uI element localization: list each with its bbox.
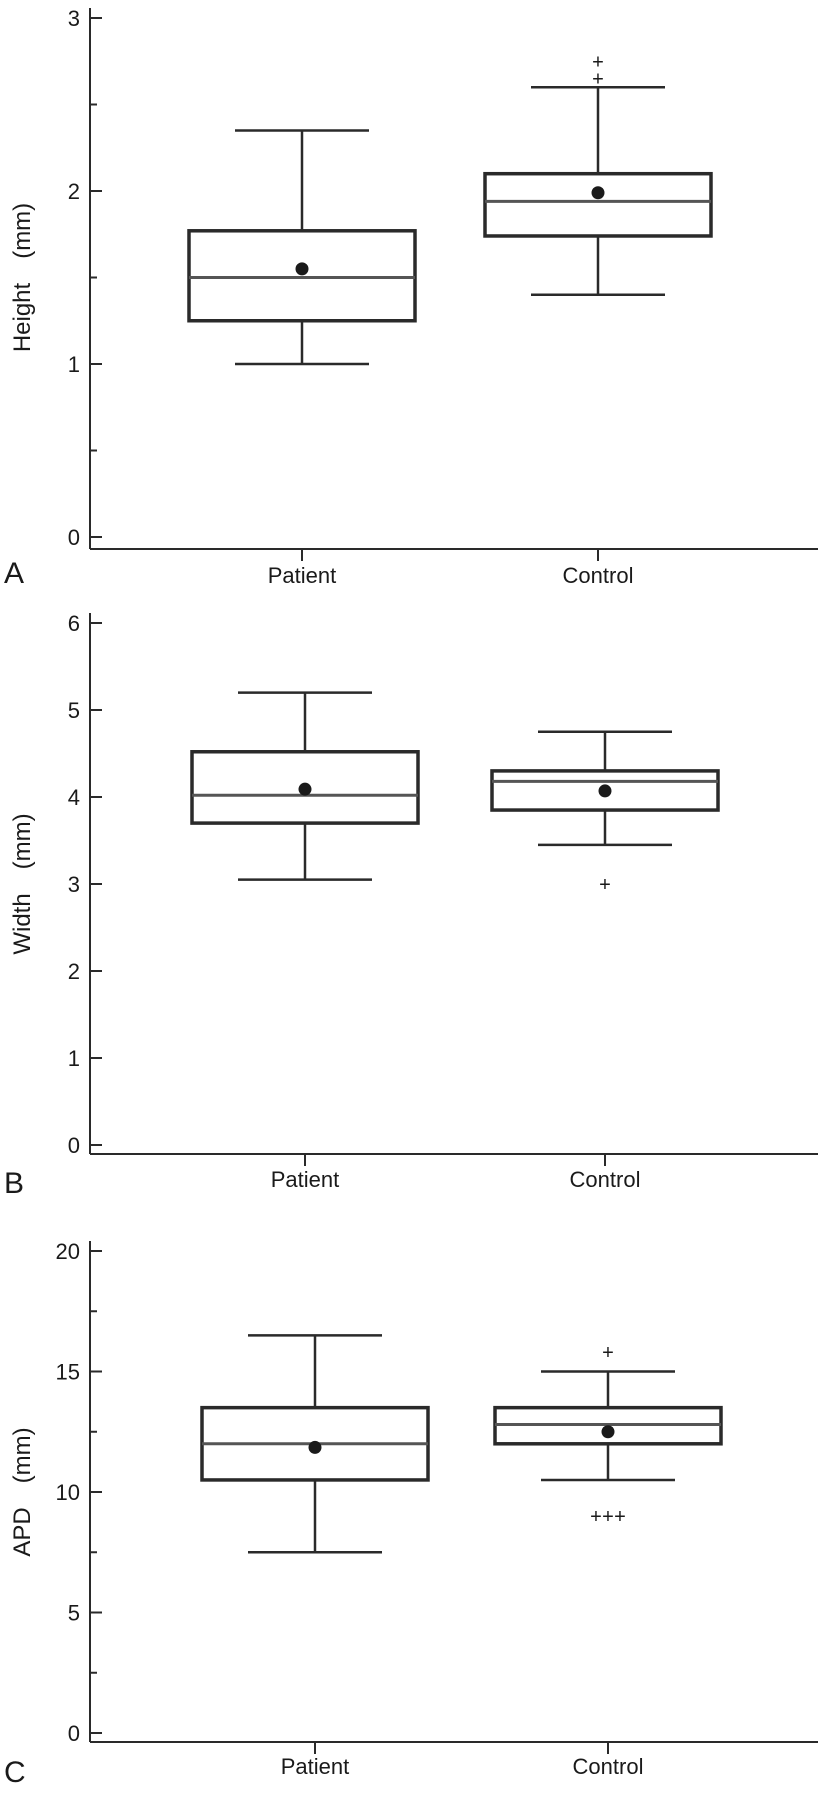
y-tick-label: 2: [68, 179, 80, 204]
panel-B: 0 1 2 3 4 5 6 Width (mm) B Patient Control +: [4, 611, 818, 1200]
y-tick-label: 20: [56, 1239, 80, 1264]
outlier-marker: +: [599, 874, 611, 896]
y-tick-label: 5: [68, 698, 80, 723]
box-control: Control ++: [483, 51, 713, 588]
x-category-label: Patient: [271, 1167, 340, 1192]
y-axis-label-unit: (mm): [9, 1427, 36, 1483]
y-tick-label: 3: [68, 872, 80, 897]
outlier-marker: +: [602, 1506, 614, 1528]
mean-marker: [295, 262, 309, 276]
panel-letter: B: [4, 1167, 24, 1200]
y-tick-label: 0: [68, 1133, 80, 1158]
y-tick-label: 15: [56, 1360, 80, 1385]
y-axis-label: APD (mm): [9, 1427, 36, 1556]
y-tick-label: 6: [68, 611, 80, 636]
y-tick-label: 1: [68, 1046, 80, 1071]
y-tick-label: 4: [68, 785, 80, 810]
x-category-label: Patient: [281, 1754, 350, 1779]
y-axis-label-name: Height: [9, 282, 36, 352]
y-tick-label: 0: [68, 1721, 80, 1746]
y-axis-label-name: APD: [9, 1507, 36, 1556]
panel-letter: A: [4, 557, 24, 590]
y-axis-label-unit: (mm): [9, 203, 36, 259]
panel-A: 0 1 2 3 Height (mm) A Patient Control ++: [4, 6, 818, 590]
iqr-box: [483, 171, 713, 238]
y-tick-label: 0: [68, 525, 80, 550]
y-tick-label: 1: [68, 352, 80, 377]
outlier-marker: +: [614, 1506, 626, 1528]
y-axis-label: Height (mm): [9, 203, 36, 352]
box-control: Control+ + ++: [493, 1342, 723, 1779]
outlier-marker: +: [590, 1506, 602, 1528]
mean-marker: [598, 784, 612, 798]
y-axis-label: Width (mm): [9, 813, 36, 954]
y-tick-label: 5: [68, 1601, 80, 1626]
mean-marker: [298, 782, 312, 796]
y-tick-label: 2: [68, 959, 80, 984]
y-axis-label-name: Width: [9, 893, 36, 954]
box-patient: Patient: [200, 1334, 430, 1779]
outlier-marker: +: [592, 51, 604, 73]
y-tick-label: 10: [56, 1480, 80, 1505]
x-category-label: Control: [573, 1754, 644, 1779]
panel-letter: C: [4, 1756, 26, 1789]
box-patient: Patient: [190, 691, 420, 1192]
y-tick-label: 3: [68, 6, 80, 31]
mean-marker: [601, 1425, 615, 1439]
x-category-label: Patient: [268, 563, 337, 588]
iqr-box: [187, 229, 417, 323]
x-category-label: Control: [563, 563, 634, 588]
outlier-marker: +: [592, 69, 604, 91]
mean-marker: [591, 186, 605, 200]
y-axis-label-unit: (mm): [9, 813, 36, 869]
x-category-label: Control: [570, 1167, 641, 1192]
box-control: Control +: [490, 730, 720, 1192]
box-patient: Patient: [187, 129, 417, 588]
mean-marker: [308, 1440, 322, 1454]
outlier-marker: +: [602, 1342, 614, 1364]
